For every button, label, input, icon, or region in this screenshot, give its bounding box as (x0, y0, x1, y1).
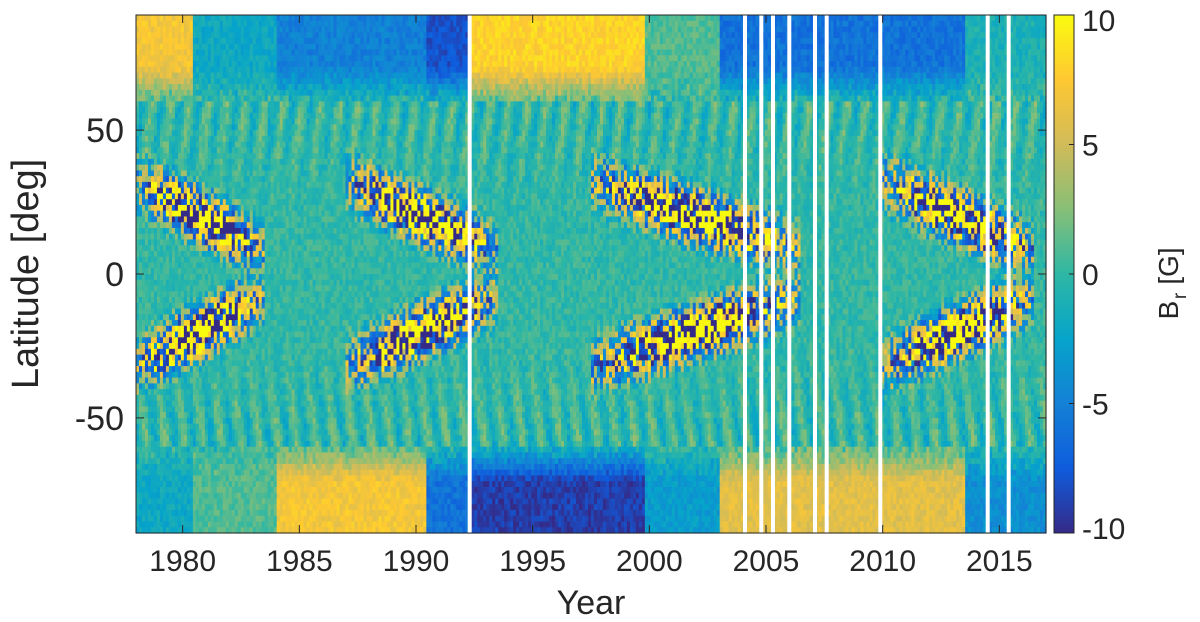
heatmap (136, 15, 1047, 534)
